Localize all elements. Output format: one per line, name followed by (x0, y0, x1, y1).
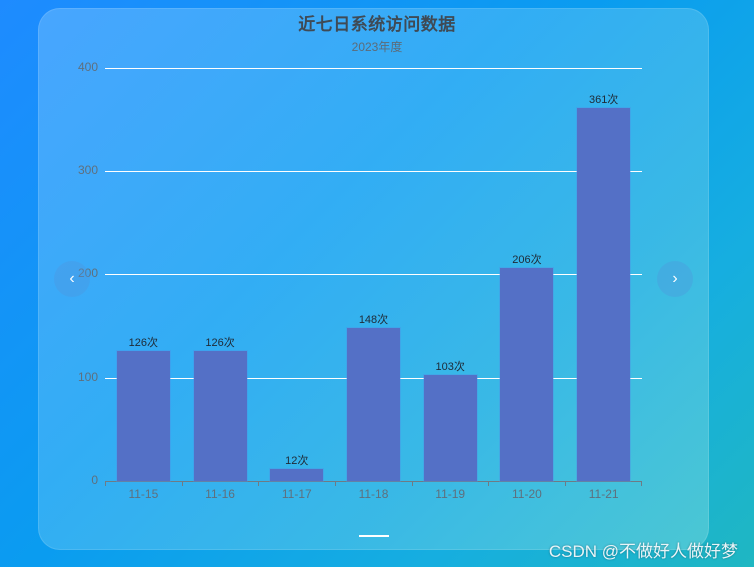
bar-value-label: 126次 (205, 336, 235, 349)
y-tick-400: 400 (77, 60, 98, 74)
x-axis-line (105, 481, 642, 482)
bar-11-15[interactable] (116, 350, 170, 481)
bar-11-21[interactable] (577, 108, 631, 481)
chart-title: 近七日系统访问数据 (298, 15, 456, 34)
x-tick-mark (565, 481, 566, 486)
x-tick-mark (641, 481, 642, 486)
bar-value-label: 12次 (285, 454, 309, 467)
gridline-400 (105, 68, 642, 69)
bar-value-label: 126次 (128, 336, 159, 349)
x-tick-mark (182, 481, 183, 486)
bar-11-20[interactable] (500, 268, 554, 481)
x-tick-label: 11-15 (128, 487, 159, 501)
bar-11-16[interactable] (193, 350, 247, 481)
bar-value-label: 148次 (358, 314, 389, 327)
x-tick-label: 11-20 (512, 487, 542, 501)
x-tick-mark (105, 481, 106, 486)
x-tick-label: 11-21 (588, 487, 619, 501)
x-tick-mark (335, 481, 336, 486)
gridline-200 (105, 274, 642, 275)
x-tick-label: 11-18 (358, 487, 389, 501)
x-tick-label: 11-17 (281, 487, 312, 501)
gridline-300 (105, 171, 642, 172)
bar-11-18[interactable] (347, 328, 400, 481)
carousel-next-button[interactable]: › (657, 261, 693, 297)
y-tick-100: 100 (77, 370, 98, 384)
carousel-prev-button[interactable]: ‹ (54, 261, 90, 297)
x-tick-label: 11-19 (435, 487, 466, 501)
carousel-indicator-active[interactable] (359, 535, 389, 537)
chart-subtitle: 2023年度 (351, 40, 403, 54)
chevron-right-icon: › (672, 270, 678, 287)
bar-11-17[interactable] (270, 468, 324, 481)
watermark: CSDN @不做好人做好梦 (548, 542, 738, 561)
y-tick-0: 0 (91, 473, 98, 487)
bar-value-label: 361次 (588, 94, 619, 107)
x-tick-mark (258, 481, 259, 486)
y-tick-200: 200 (77, 266, 98, 280)
x-tick-mark (412, 481, 413, 486)
x-tick-mark (488, 481, 489, 486)
bar-11-19[interactable] (423, 374, 477, 481)
x-tick-label: 11-16 (205, 487, 235, 501)
bar-value-label: 206次 (512, 254, 542, 267)
bar-value-label: 103次 (435, 360, 465, 373)
y-tick-300: 300 (77, 163, 98, 177)
chevron-left-icon: ‹ (69, 270, 75, 287)
